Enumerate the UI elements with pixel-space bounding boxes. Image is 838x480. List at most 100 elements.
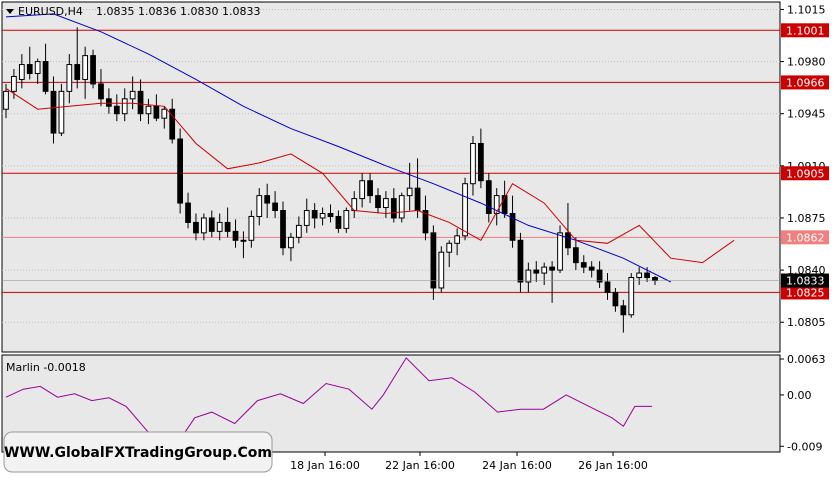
candle-body	[216, 221, 223, 232]
candle-body	[50, 90, 57, 134]
candle-body	[74, 64, 81, 80]
fast-ma-line	[5, 87, 735, 264]
candle-body	[509, 212, 516, 241]
candle-body	[580, 262, 587, 268]
candle-body	[90, 55, 96, 85]
candle-body	[446, 242, 453, 253]
ohlc-label: 1.0835 1.0836 1.0830 1.0833	[96, 5, 260, 18]
candle-body	[137, 90, 144, 115]
candle-body	[359, 180, 366, 200]
candle-body	[272, 202, 278, 212]
candle-body	[462, 183, 468, 237]
candle-body	[256, 195, 263, 217]
candle-body	[557, 232, 563, 271]
watermark-text: WWW.GlobalFXTradingGroup.Com	[4, 445, 272, 461]
candle-body	[438, 251, 445, 289]
candle-body	[478, 142, 484, 182]
candle-body	[240, 239, 247, 242]
candle-body	[232, 230, 239, 241]
triangle-down-icon[interactable]	[6, 9, 14, 14]
indicator-label: Marlin -0.0018	[6, 361, 86, 374]
candle-body	[193, 221, 199, 234]
candle-body	[34, 61, 41, 74]
candle-body	[311, 210, 318, 219]
candle-body	[335, 215, 342, 229]
price-axis: 1.10151.09801.09451.09101.08751.08401.08…	[780, 3, 826, 453]
level-label-box	[781, 285, 829, 300]
candle-body	[628, 277, 635, 316]
candle-body	[383, 198, 389, 209]
level-label-box	[781, 166, 829, 181]
candle-body	[525, 269, 532, 283]
grid-lines	[2, 8, 780, 323]
candle-body	[66, 64, 73, 92]
current-price-box	[781, 273, 829, 288]
marlin-indicator	[5, 357, 652, 447]
candle-body	[161, 108, 168, 119]
candle-body	[185, 202, 191, 223]
candle-body	[11, 75, 17, 92]
candle-body	[343, 210, 350, 229]
candle-body	[153, 105, 160, 119]
candle-body	[485, 180, 492, 214]
level-label-text: 1.0825	[786, 286, 825, 299]
time-tick-label: 22 Jan 16:00	[385, 459, 455, 472]
watermark-logo: WWW.GlobalFXTradingGroup.Com	[3, 431, 273, 473]
level-label-box	[781, 23, 829, 38]
candle-body	[42, 61, 49, 92]
candle-body	[501, 195, 508, 214]
candle-body	[200, 217, 207, 234]
candle-body	[98, 83, 104, 100]
level-label-text: 1.0966	[786, 76, 825, 89]
candle-body	[121, 98, 128, 115]
candle-body	[303, 210, 310, 226]
price-tick-label: 1.1015	[787, 3, 826, 16]
time-tick-label: 18 Jan 16:00	[290, 459, 360, 472]
candle-body	[493, 195, 500, 214]
indicator-tick-label: 0.0063	[787, 353, 826, 366]
candle-body	[82, 55, 89, 80]
level-label-box	[781, 230, 829, 245]
level-label-box	[781, 75, 829, 90]
candle-body	[3, 90, 9, 110]
candle-body	[319, 212, 326, 219]
candle-body	[248, 215, 255, 241]
candle-body	[422, 210, 429, 234]
price-tick-label: 1.0980	[787, 56, 826, 69]
candle-body	[406, 187, 413, 197]
candle-body	[288, 236, 294, 249]
candle-body	[604, 281, 611, 293]
candle-body	[295, 224, 302, 238]
candle-body	[588, 266, 595, 271]
symbol-label: EURUSD,H4	[18, 5, 83, 18]
candle-body	[177, 138, 183, 204]
indicator-tick-label: -0.009	[787, 440, 822, 453]
candle-body	[145, 105, 152, 115]
candle-body	[18, 64, 25, 80]
main-plot-area[interactable]	[1, 1, 781, 353]
level-label-text: 1.1001	[786, 24, 825, 37]
candle-body	[470, 142, 476, 185]
slow-ma-line	[5, 13, 672, 283]
candlesticks	[3, 27, 658, 333]
time-axis: 18 Jan 16:00 22 Jan 16:00 24 Jan 16:00 26 J…	[290, 452, 648, 472]
candle-body	[644, 272, 650, 279]
candle-body	[517, 239, 524, 283]
candle-body	[224, 221, 231, 232]
candle-body	[390, 198, 397, 219]
price-tick-label: 1.0805	[787, 316, 826, 329]
level-label-text: 1.0862	[786, 231, 825, 244]
candle-body	[129, 90, 136, 100]
candle-body	[26, 64, 33, 74]
candle-body	[454, 235, 461, 244]
candle-body	[636, 272, 643, 279]
moving-averages	[5, 13, 735, 283]
candle-body	[264, 195, 271, 204]
candle-body	[620, 305, 627, 316]
marlin-line	[5, 357, 652, 447]
candle-body	[113, 105, 120, 115]
candle-body	[208, 217, 215, 232]
candle-body	[106, 98, 112, 107]
